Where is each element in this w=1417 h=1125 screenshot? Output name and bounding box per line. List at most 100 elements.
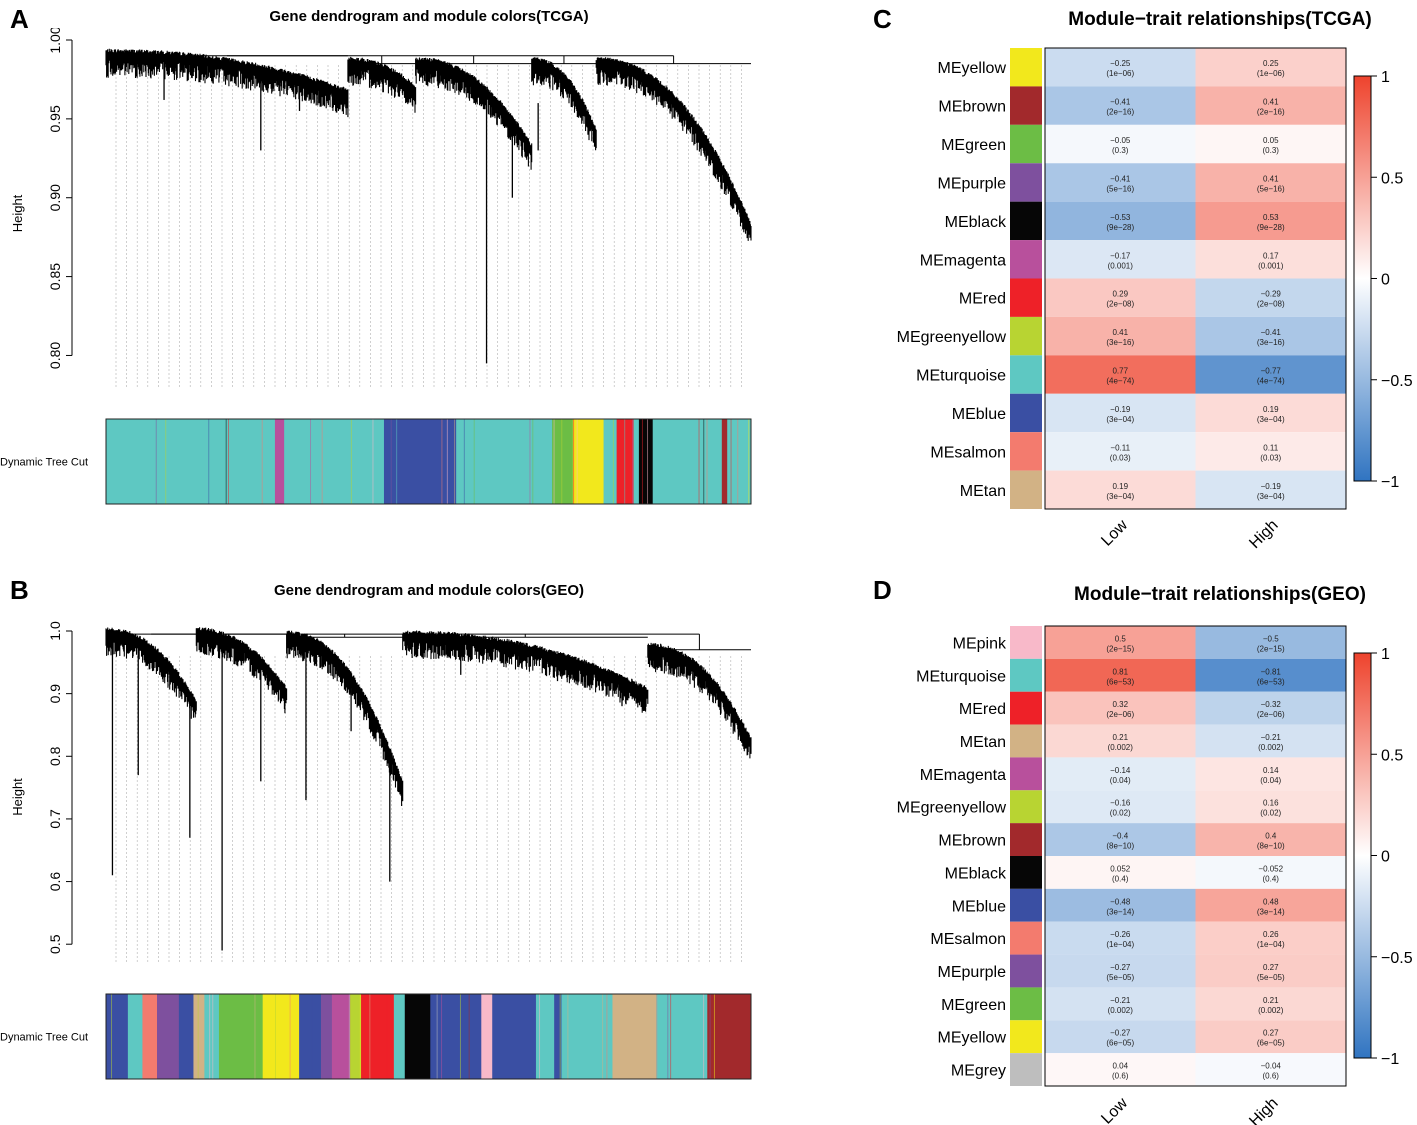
color-row-label: Dynamic Tree Cut — [0, 1032, 88, 1044]
module-segment-blue — [492, 994, 537, 1079]
row-label: MEpurple — [938, 175, 1007, 192]
dendrogram-cluster — [105, 48, 349, 151]
cell-correlation: 0.29 — [1112, 290, 1128, 299]
legend-tick-label: 0.5 — [1381, 747, 1403, 764]
module-swatch-blue — [1010, 888, 1042, 922]
cell-correlation: −0.32 — [1261, 700, 1282, 709]
heatmap-cell — [1195, 48, 1346, 87]
row-label: MEtan — [960, 734, 1006, 751]
cell-correlation: −0.41 — [1110, 174, 1131, 183]
row-label: MEblue — [952, 406, 1006, 423]
heatmap-cell — [1195, 355, 1346, 394]
cell-correlation: 0.19 — [1263, 405, 1279, 414]
cell-pvalue: (2e−08) — [1106, 300, 1134, 309]
module-segment-black — [404, 994, 431, 1079]
cell-pvalue: (4e−74) — [1106, 377, 1134, 386]
panel-label-d: D — [873, 575, 892, 605]
y-tick-label: 0.9 — [47, 684, 63, 704]
heatmap-cell — [1045, 124, 1196, 164]
module-segment-green — [552, 419, 574, 504]
module-segment-turquoise — [535, 994, 555, 1079]
heatmap-cell — [1195, 432, 1346, 471]
cell-correlation: −0.4 — [1112, 832, 1128, 841]
dendrogram-title-geo: Gene dendrogram and module colors(GEO) — [273, 582, 585, 599]
color-row-label: Dynamic Tree Cut — [0, 457, 88, 469]
module-segment-red — [361, 994, 395, 1079]
cell-pvalue: (5e−16) — [1106, 184, 1134, 193]
heatmap-cell — [1195, 691, 1346, 725]
cell-pvalue: (6e−53) — [1257, 677, 1285, 686]
legend-tick-label: 1 — [1381, 646, 1390, 663]
module-swatch-greenyellow — [1010, 316, 1042, 356]
cell-pvalue: (5e−16) — [1257, 184, 1285, 193]
column-label: Low — [1098, 1094, 1131, 1125]
cell-correlation: 0.25 — [1263, 59, 1279, 68]
y-tick-label: 0.90 — [47, 184, 63, 211]
heatmap-cell — [1195, 757, 1346, 791]
cell-correlation: −0.16 — [1110, 799, 1131, 808]
cell-pvalue: (1e−04) — [1106, 940, 1134, 949]
cell-pvalue: (1e−06) — [1257, 69, 1285, 78]
module-segment-tan — [612, 994, 657, 1079]
cell-pvalue: (3e−04) — [1257, 415, 1285, 424]
dendrogram-chart-geo: 0.5 0.6 0.7 0.8 0.9 1.0 Height Dynamic Tree Cut — [0, 621, 752, 1080]
cell-correlation: 0.48 — [1263, 897, 1279, 906]
cell-correlation: −0.11 — [1110, 443, 1130, 452]
module-color-strip — [106, 994, 752, 1079]
module-segment-turquoise — [393, 994, 406, 1079]
dendrogram-cluster — [402, 630, 649, 713]
module-swatch-black — [1010, 856, 1042, 889]
cell-correlation: 0.26 — [1263, 930, 1279, 939]
cell-correlation: 0.27 — [1263, 963, 1279, 972]
cell-correlation: 0.32 — [1112, 700, 1128, 709]
cell-pvalue: (0.4) — [1263, 874, 1280, 883]
panel-label-a: A — [10, 4, 29, 34]
heatmap-cell — [1195, 393, 1346, 433]
module-segment-turquoise — [656, 994, 708, 1079]
heatmap-cell — [1045, 1020, 1196, 1054]
color-legend — [1353, 75, 1372, 482]
cell-pvalue: (0.6) — [1263, 1072, 1280, 1081]
heatmap-border — [1044, 47, 1347, 510]
module-segment-tan — [193, 994, 205, 1079]
module-segment-yellow — [262, 994, 300, 1079]
heatmap-cell — [1195, 954, 1346, 988]
row-label: MEturquoise — [916, 668, 1006, 685]
cell-pvalue: (2e−16) — [1106, 108, 1134, 117]
y-tick-label: 0.6 — [47, 872, 63, 892]
cell-correlation: 0.27 — [1263, 1029, 1279, 1038]
cluster-leaves — [415, 57, 533, 170]
cell-correlation: −0.052 — [1258, 864, 1283, 873]
cell-correlation: 0.17 — [1263, 251, 1279, 260]
row-label: MEyellow — [938, 60, 1007, 77]
module-segment-magenta — [331, 994, 351, 1079]
legend-tick-label: −1 — [1381, 474, 1399, 491]
dendrogram-chart-tcga: 0.80 0.85 0.90 0.95 1.00 Height Dynamic Tree C… — [0, 28, 752, 505]
heatmap-cell — [1045, 355, 1196, 394]
module-swatch-turquoise — [1010, 355, 1042, 394]
row-label: MEpink — [953, 635, 1007, 652]
cell-correlation: −0.25 — [1110, 59, 1131, 68]
module-segment-brown — [707, 994, 752, 1079]
heatmap-cell — [1045, 954, 1196, 988]
row-label: MEbrown — [938, 99, 1006, 116]
row-label: MEblue — [952, 898, 1006, 915]
y-axis-label: Height — [10, 778, 25, 816]
heatmap-cell — [1045, 240, 1196, 279]
cell-correlation: −0.27 — [1110, 1029, 1131, 1038]
cell-pvalue: (0.02) — [1110, 809, 1131, 818]
module-swatch-tan — [1010, 470, 1042, 509]
heatmap-cell — [1045, 316, 1196, 356]
y-tick-label: 0.80 — [47, 342, 63, 369]
heatmap-cell — [1195, 278, 1346, 317]
heatmap-cell — [1195, 316, 1346, 356]
module-segment-turquoise — [127, 994, 143, 1079]
row-label: MEsalmon — [930, 931, 1006, 948]
heatmap-cell — [1045, 921, 1196, 955]
cell-pvalue: (3e−16) — [1257, 338, 1285, 347]
heatmap-cell — [1045, 888, 1196, 922]
cell-pvalue: (0.001) — [1258, 261, 1284, 270]
module-swatch-black — [1010, 201, 1042, 241]
cell-correlation: −0.04 — [1261, 1062, 1282, 1071]
module-segment-red — [616, 419, 635, 504]
